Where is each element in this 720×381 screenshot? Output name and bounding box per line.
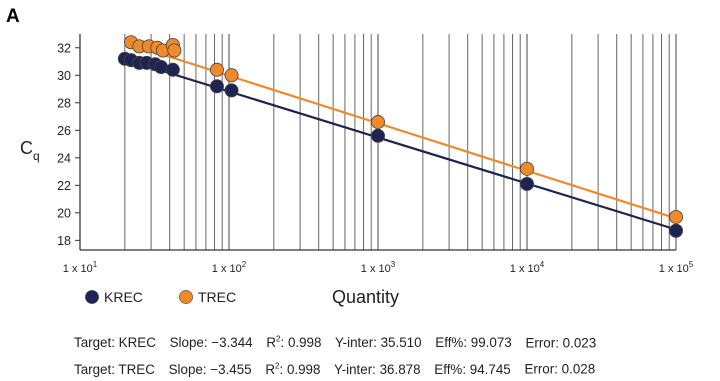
x-tick-label: 1 x 103 [361,260,396,275]
stats-r2: R2: 0.998 [265,361,321,377]
x-tick-label: 1 x 105 [659,260,694,275]
y-tick-label: 24 [57,151,71,165]
grid [79,34,677,250]
stats-row-krec: Target: KREC Slope: −3.344 R2: 0.998 Y-i… [74,328,596,354]
x-tick-mantissa: 1 x 10 [659,263,689,275]
stats-r2-value: : 0.998 [279,361,321,377]
data-point-krec [165,62,180,77]
x-tick-exponent: 1 [93,260,98,269]
stats-target: Target: KREC [74,335,156,351]
data-point-krec [224,83,239,98]
data-point-trec [669,209,684,224]
y-tick-label: 18 [57,234,71,248]
stats-r2-label: R [266,335,277,351]
y-tick-label: 26 [57,124,71,138]
y-axis-title: Cq [20,138,40,163]
stats-r2-label: R [265,361,276,377]
data-point-krec [370,128,385,143]
data-point-krec [154,60,169,75]
axes [75,34,676,251]
x-tick-exponent: 5 [689,260,694,269]
regression-stats: Target: KREC Slope: −3.344 R2: 0.998 Y-i… [74,328,596,381]
data-point-trec [370,115,385,130]
panel-label: A [6,6,20,27]
x-tick-label: 1 x 101 [63,260,98,275]
legend: KREC TREC [85,289,236,305]
legend-label-trec: TREC [198,289,236,305]
stats-r2-value: : 0.998 [280,335,322,351]
y-tick-label: 32 [57,41,71,55]
stats-error: Error: 0.023 [525,335,597,351]
stats-yinter: Y-inter: 36.878 [333,361,421,377]
y-tick-label: 20 [57,206,71,220]
stats-eff: Eff%: 99.073 [435,335,512,351]
stats-eff: Eff%: 94.745 [434,361,511,377]
stats-error: Error: 0.028 [524,361,596,377]
x-tick-label: 1 x 102 [212,260,247,275]
stats-slope: Slope: −3.344 [169,335,253,351]
stats-r2: R2: 0.998 [266,335,321,350]
legend-marker-trec [179,290,193,304]
x-tick-mantissa: 1 x 10 [361,263,391,275]
stats-r2-sup: 2 [275,361,280,371]
stats-yinter: Y-inter: 35.510 [334,335,422,351]
data-point-trec [224,68,239,83]
x-tick-exponent: 2 [242,260,247,269]
x-tick-exponent: 3 [391,260,396,269]
fit-lines [124,43,677,231]
y-axis-title-sub: q [33,149,40,163]
x-tick-mantissa: 1 x 10 [510,263,540,275]
data-point-krec [520,176,535,191]
data-point-trec [167,43,182,58]
data-point-trec [209,62,224,77]
y-tick-label: 28 [57,96,71,110]
x-tick-mantissa: 1 x 10 [63,263,93,275]
legend-marker-krec [85,290,99,304]
stats-row-trec: Target: TREC Slope: −3.455 R2: 0.998 Y-i… [74,354,596,380]
data-points [117,35,684,238]
stats-r2-sup: 2 [276,335,281,344]
y-tick-label: 22 [57,179,71,193]
fit-line-krec [124,58,677,231]
x-tick-mantissa: 1 x 10 [212,263,242,275]
y-tick-label: 30 [57,69,71,83]
x-tick-exponent: 4 [540,260,545,269]
legend-label-krec: KREC [104,289,143,305]
data-point-krec [669,223,684,238]
data-point-krec [209,79,224,94]
x-tick-label: 1 x 104 [510,260,545,275]
stats-target: Target: TREC [74,361,155,377]
y-axis-title-main: C [20,138,33,158]
x-axis-title: Quantity [332,287,399,307]
stats-slope: Slope: −3.455 [168,361,252,377]
data-point-trec [520,161,535,176]
